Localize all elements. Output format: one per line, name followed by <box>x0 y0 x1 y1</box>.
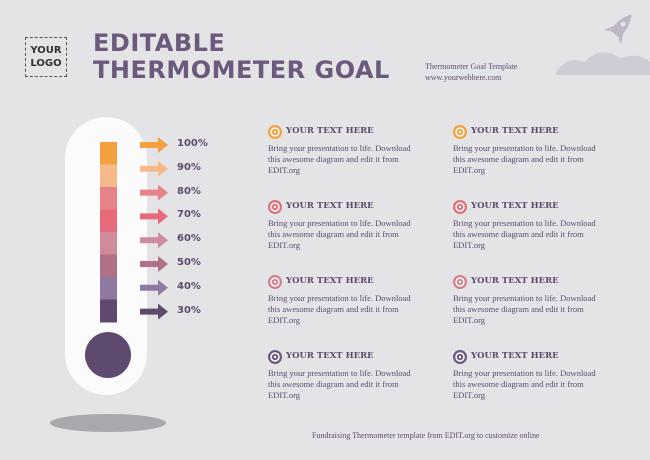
item-title: YOUR TEXT HERE <box>471 126 559 136</box>
tube-segment <box>100 232 117 255</box>
target-icon-dot <box>458 205 462 209</box>
item-text: this awesome diagram and edit it from <box>453 154 584 164</box>
item-text: EDIT.org <box>453 240 486 250</box>
arrow <box>140 303 168 320</box>
item-title: YOUR TEXT HERE <box>286 351 374 361</box>
target-icon-dot <box>458 280 462 284</box>
target-icon-dot <box>273 205 277 209</box>
subtitle: Thermometer Goal Template <box>425 62 518 71</box>
arrow <box>140 137 168 153</box>
percent-label: 90% <box>177 161 201 173</box>
arrow <box>140 160 168 177</box>
arrow <box>140 232 168 249</box>
target-icon-dot <box>273 130 277 134</box>
cloud <box>555 52 650 75</box>
percent-label: 70% <box>177 209 201 221</box>
arrow <box>140 279 168 296</box>
item-text: EDIT.org <box>453 315 486 325</box>
item-text: Bring your presentation to life. Downloa… <box>453 218 596 228</box>
item-title: YOUR TEXT HERE <box>471 276 559 286</box>
target-icon-dot <box>273 355 277 359</box>
tube-segment <box>100 254 117 278</box>
bulb <box>85 332 131 378</box>
item-title: YOUR TEXT HERE <box>471 201 559 211</box>
target-icon-dot <box>458 130 462 134</box>
target-icon-ring <box>270 127 280 137</box>
target-icon-dot <box>273 280 277 284</box>
arrow <box>140 208 168 225</box>
item-text: Bring your presentation to life. Downloa… <box>268 293 411 303</box>
percent-label: 100% <box>177 138 208 149</box>
logo: YOUR LOGO <box>25 37 67 77</box>
item-text: this awesome diagram and edit it from <box>453 379 584 389</box>
icons <box>268 125 467 364</box>
logo-line: LOGO <box>30 58 62 69</box>
percent-label: 80% <box>177 185 201 197</box>
target-icon-ring <box>270 277 280 287</box>
item-text: this awesome diagram and edit it from <box>453 304 584 314</box>
website: www.yourwebhere.com <box>425 73 502 82</box>
target-icon-ring <box>455 277 465 287</box>
item-text: this awesome diagram and edit it from <box>268 379 399 389</box>
percent-label: 30% <box>177 304 201 316</box>
item-text: EDIT.org <box>453 390 486 400</box>
percent-label: 50% <box>177 257 201 268</box>
arrows <box>140 137 168 320</box>
item-text: this awesome diagram and edit it from <box>453 229 584 239</box>
percent-label: 40% <box>177 280 201 292</box>
item-text: EDIT.org <box>268 315 301 325</box>
title-line: EDITABLE <box>93 29 226 57</box>
tube-segment <box>100 209 117 233</box>
item-text: EDIT.org <box>268 165 301 175</box>
title-line: THERMOMETER GOAL <box>93 56 390 84</box>
target-icon-dot <box>458 355 462 359</box>
tube-segment <box>100 187 117 210</box>
target-icon-ring <box>455 202 465 212</box>
tube-segment <box>100 299 117 323</box>
item-text: EDIT.org <box>453 165 486 175</box>
item-text: Bring your presentation to life. Downloa… <box>268 143 411 153</box>
tube-segment <box>100 277 117 300</box>
target-icon-ring <box>270 352 280 362</box>
footer: Fundraising Thermometer template from ED… <box>312 431 540 440</box>
tube-segment <box>100 164 117 188</box>
item-text: this awesome diagram and edit it from <box>268 229 399 239</box>
item-text: Bring your presentation to life. Downloa… <box>453 368 596 378</box>
item-text: Bring your presentation to life. Downloa… <box>453 293 596 303</box>
arrow <box>140 256 168 272</box>
item-text: EDIT.org <box>268 240 301 250</box>
item-title: YOUR TEXT HERE <box>286 276 374 286</box>
shadow <box>50 414 166 432</box>
item-text: EDIT.org <box>268 390 301 400</box>
percent-label: 60% <box>177 233 201 245</box>
target-icon-ring <box>455 352 465 362</box>
item-title: YOUR TEXT HERE <box>471 351 559 361</box>
rocket <box>603 14 632 45</box>
target-icon-ring <box>455 127 465 137</box>
item-title: YOUR TEXT HERE <box>286 126 374 136</box>
item-text: this awesome diagram and edit it from <box>268 154 399 164</box>
item-text: Bring your presentation to life. Downloa… <box>453 143 596 153</box>
logo-line: YOUR <box>30 45 62 56</box>
item-text: this awesome diagram and edit it from <box>268 304 399 314</box>
tube-segment <box>100 142 117 165</box>
target-icon-ring <box>270 202 280 212</box>
item-text: Bring your presentation to life. Downloa… <box>268 368 411 378</box>
tube <box>100 142 117 323</box>
item-title: YOUR TEXT HERE <box>286 201 374 211</box>
arrow <box>140 184 168 201</box>
item-text: Bring your presentation to life. Downloa… <box>268 218 411 228</box>
